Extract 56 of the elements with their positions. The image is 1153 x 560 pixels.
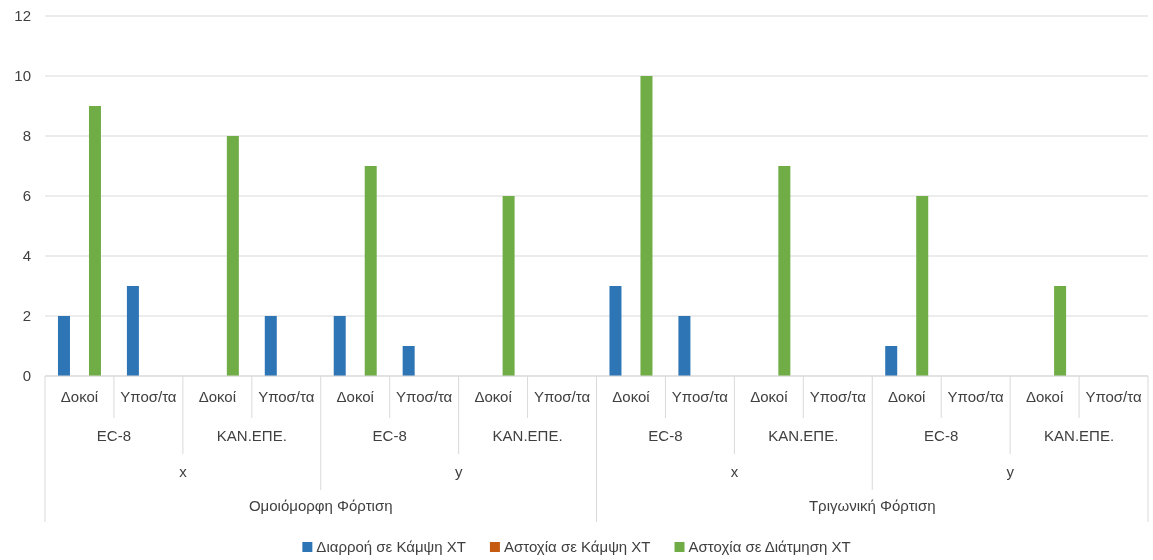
x-tick-label: Υποσ/τα (947, 388, 1005, 405)
y-tick-label: 0 (22, 367, 31, 385)
text: Ομοιόμορφη Φόρτιση (248, 497, 393, 514)
y-tick-label: 6 (22, 187, 31, 205)
legend-label: Αστοχία σε Διάτμηση ΧΤ (688, 538, 851, 555)
text: EC-8 (96, 427, 132, 444)
text: x (179, 463, 188, 480)
x-tick-label: Υποσ/τα (533, 388, 591, 405)
bar (226, 136, 239, 376)
bar (1054, 286, 1067, 376)
text: y (454, 463, 463, 480)
x-tick-label: Δοκοί (888, 388, 927, 405)
x-tick-label: Υποσ/τα (809, 388, 867, 405)
text: EC-8 (924, 427, 959, 444)
y-tick-label: 8 (22, 127, 31, 145)
x-tick-label: Υποσ/τα (1085, 388, 1142, 405)
bar (126, 286, 139, 376)
y-tick-label: 10 (14, 67, 31, 85)
x-tick-label: Δοκοί (612, 388, 651, 405)
x-tick-label: Δοκοί (750, 388, 789, 405)
bar (885, 346, 898, 376)
text: EC-8 (372, 427, 407, 444)
x-tick-label: Δοκοί (60, 388, 99, 405)
legend-label: Αστοχία σε Κάμψη ΧΤ (503, 538, 651, 555)
bar (502, 196, 515, 376)
text: ΚΑΝ.ΕΠΕ. (492, 427, 563, 444)
legend-label: Διαρροή σε Κάμψη ΧΤ (316, 538, 466, 555)
bar (609, 286, 622, 376)
x-tick-label: Υποσ/τα (396, 388, 453, 405)
text: x (730, 463, 739, 480)
bar (402, 346, 415, 376)
y-tick-label: 4 (22, 247, 31, 265)
text: EC-8 (648, 427, 683, 444)
bar (264, 316, 277, 376)
bar (916, 196, 929, 376)
text: Τριγωνική Φόρτιση (808, 497, 936, 514)
bar (88, 106, 101, 376)
y-tick-label: 12 (14, 7, 31, 25)
x-tick-label: Υποσ/τα (258, 388, 315, 405)
text: ΚΑΝ.ΕΠΕ. (768, 427, 839, 444)
bar (678, 316, 691, 376)
bar (57, 316, 70, 376)
x-tick-label: Υποσ/τα (120, 388, 177, 405)
x-tick-label: Υποσ/τα (671, 388, 729, 405)
text: ΚΑΝ.ΕΠΕ. (216, 427, 287, 444)
bar (640, 76, 653, 376)
x-tick-label: Δοκοί (198, 388, 237, 405)
x-tick-label: Δοκοί (336, 388, 375, 405)
bar (364, 166, 377, 376)
y-tick-label: 2 (22, 307, 31, 325)
x-tick-label: Δοκοί (1025, 388, 1064, 405)
x-tick-label: Δοκοί (474, 388, 513, 405)
text: y (1006, 463, 1015, 480)
bar (333, 316, 346, 376)
bar (778, 166, 791, 376)
text: ΚΑΝ.ΕΠΕ. (1044, 427, 1115, 444)
